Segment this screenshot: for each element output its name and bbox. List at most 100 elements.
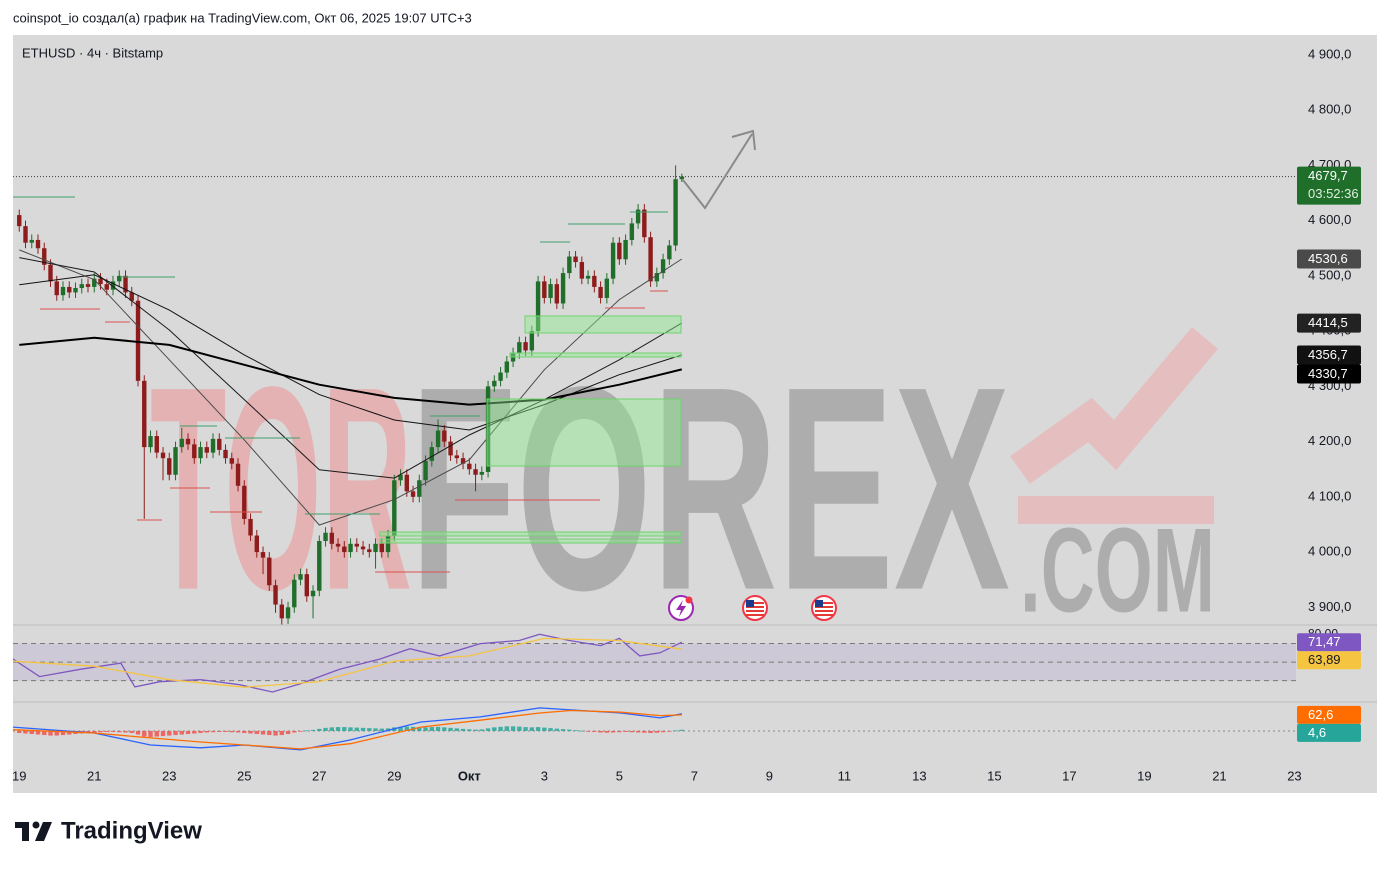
histogram-bar (417, 727, 422, 731)
candle-body (104, 284, 109, 290)
candle-body (617, 242, 622, 260)
histogram-bar (398, 726, 403, 731)
candle-body (235, 463, 241, 486)
indicator-badge-label: 4,6 (1308, 725, 1326, 740)
histogram-bar (460, 728, 466, 731)
candle-body (92, 278, 97, 287)
ma-badge (1297, 249, 1361, 269)
event-flag[interactable] (742, 595, 768, 621)
candle-body (260, 552, 266, 558)
candle-body (292, 579, 297, 608)
histogram-bar (367, 728, 372, 731)
histogram-bar (23, 730, 28, 734)
histogram-bar (454, 728, 460, 731)
histogram-bar (198, 730, 203, 733)
flag-canton (746, 600, 754, 607)
event-flag[interactable] (811, 595, 837, 621)
candle-body (560, 273, 566, 304)
logo-mark (15, 822, 29, 841)
candle-body (529, 331, 535, 351)
histogram-bar (148, 730, 153, 738)
histogram-bar (660, 730, 666, 733)
moving-average (19, 336, 683, 406)
histogram-bar (610, 730, 616, 733)
annotations (13, 129, 837, 621)
histogram-bar (17, 730, 22, 733)
candle-body (398, 474, 403, 481)
histogram-bar (204, 730, 209, 733)
histogram-bar (248, 730, 253, 734)
header-text: coinspot_io создал(а) график на TradingV… (13, 10, 472, 25)
histogram-bar (604, 730, 610, 733)
candle-body (54, 281, 59, 296)
candle-body (429, 447, 435, 461)
candle-body (67, 286, 72, 293)
plot-area (13, 165, 1296, 751)
histogram-bar (542, 727, 547, 731)
candle-body (335, 543, 341, 547)
candle-body (135, 300, 141, 381)
histogram-bar (154, 730, 159, 737)
flag-stripes (746, 602, 764, 616)
histogram-bar (504, 726, 510, 731)
candle-body (298, 574, 303, 580)
candle-body (35, 239, 41, 249)
ma-badge-label: 4330,7 (1308, 366, 1348, 381)
x-tick-label: 9 (766, 768, 773, 783)
moving-average (19, 274, 682, 431)
histogram-bar (554, 728, 560, 731)
histogram-bar (517, 726, 522, 731)
last-price-label: 4679,7 (1308, 168, 1348, 183)
candle-body (648, 237, 653, 282)
histogram-bar (648, 730, 653, 733)
candle-body (185, 438, 191, 445)
candle-body (504, 361, 510, 373)
candle-body (373, 543, 378, 553)
candle-body (354, 543, 360, 547)
histogram-bar (535, 727, 541, 731)
x-tick-label: Окт (458, 768, 481, 783)
candle-body (73, 288, 78, 293)
candle-body (29, 239, 34, 243)
y-tick-label: 4 500,0 (1308, 267, 1351, 282)
histogram-bar (592, 730, 597, 732)
candle-body (267, 557, 272, 586)
logo-mark (35, 822, 52, 841)
indicator-badge-label: 63,89 (1308, 652, 1341, 667)
histogram-bar (667, 730, 672, 732)
candle-body (17, 215, 22, 227)
histogram-bar (242, 730, 247, 733)
candle-body (317, 541, 322, 591)
candle-body (79, 284, 84, 289)
zone (379, 531, 682, 537)
candle-body (660, 259, 666, 274)
histogram-bar (217, 730, 222, 732)
forecast-arrow-head (731, 129, 756, 151)
histogram-bar (354, 727, 360, 731)
histogram-bar (142, 730, 147, 737)
histogram-bar (298, 730, 303, 732)
x-tick-label: 11 (838, 768, 852, 783)
histogram-bar (429, 727, 435, 731)
event-badge (685, 596, 693, 604)
candle-body (129, 292, 134, 301)
candle-body (585, 275, 591, 279)
histogram-bar (617, 730, 622, 733)
ma-badge-label: 4530,6 (1308, 251, 1348, 266)
candle-body (654, 273, 660, 282)
watermark-text: TOR (150, 327, 412, 651)
histogram-bar (404, 726, 410, 731)
histogram-bar (135, 730, 141, 735)
indicator-badge-label: 71,47 (1308, 634, 1341, 649)
footer-logo[interactable]: TradingView (15, 817, 202, 844)
histogram-bar (467, 729, 472, 731)
candle-body (160, 452, 166, 459)
watermark-text: .COM (1020, 504, 1215, 638)
candle-body (110, 281, 116, 290)
indicator-badge (1297, 723, 1361, 742)
x-tick-label: 3 (541, 768, 548, 783)
candle-body (598, 286, 603, 298)
